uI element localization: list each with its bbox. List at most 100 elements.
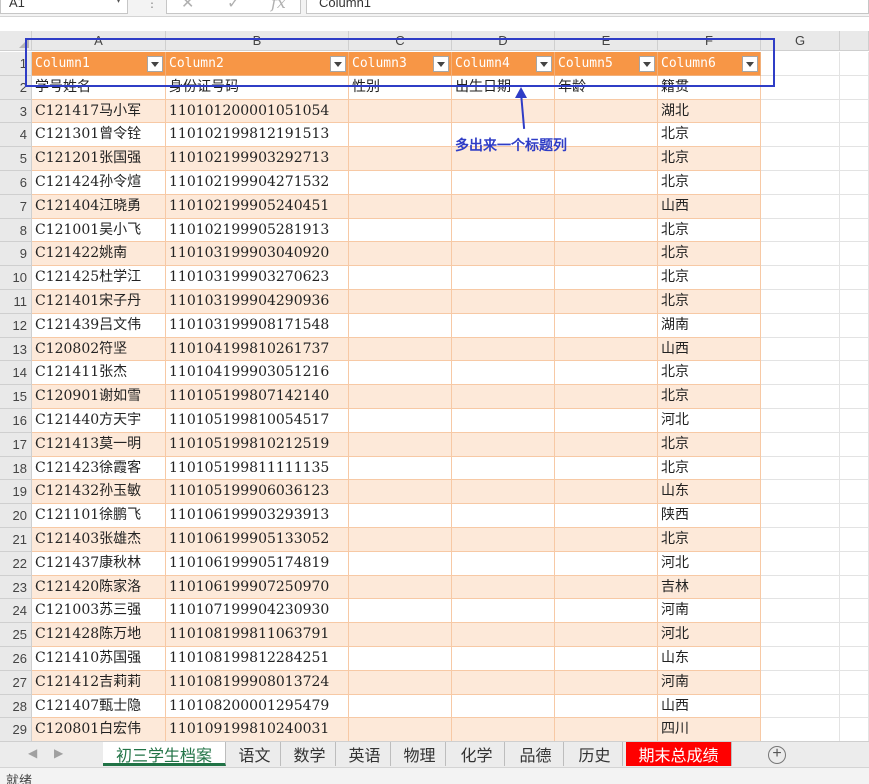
table-cell[interactable] — [761, 432, 840, 457]
table-cell[interactable] — [349, 409, 452, 433]
table-cell[interactable] — [555, 171, 658, 195]
table-cell[interactable] — [452, 670, 555, 695]
table-cell[interactable]: 110103199904290936 — [166, 290, 349, 314]
table-cell[interactable]: 山东 — [658, 647, 761, 671]
row-header[interactable]: 28 — [0, 694, 32, 719]
row-header[interactable]: 3 — [0, 99, 32, 124]
sheet-tab[interactable]: 数学 — [284, 742, 336, 766]
add-sheet-icon[interactable]: + — [768, 746, 786, 764]
row-header[interactable]: 8 — [0, 218, 32, 243]
table-cell[interactable] — [555, 290, 658, 314]
table-cell[interactable] — [555, 218, 658, 243]
row-header[interactable]: 9 — [0, 242, 32, 267]
table-cell[interactable] — [761, 218, 840, 243]
row-header[interactable]: 24 — [0, 599, 32, 624]
row-header[interactable]: 2 — [0, 75, 32, 100]
table-cell[interactable] — [452, 718, 555, 743]
table-cell[interactable] — [761, 694, 840, 719]
column-header-e[interactable]: E — [555, 31, 658, 51]
row-header[interactable]: 4 — [0, 123, 32, 148]
row-header[interactable]: 23 — [0, 575, 32, 600]
table-cell[interactable] — [452, 218, 555, 243]
table-cell[interactable]: C121437康秋林 — [32, 551, 166, 576]
table-cell[interactable] — [761, 647, 840, 671]
row-header[interactable]: 29 — [0, 718, 32, 743]
column-header-f[interactable]: F — [658, 31, 761, 51]
next-sheet-icon[interactable]: ▶ — [54, 746, 64, 760]
table-cell[interactable]: C121420陈家洛 — [32, 575, 166, 600]
table-cell[interactable]: 110109199810240031 — [166, 718, 349, 743]
table-cell[interactable]: 110106199907250970 — [166, 575, 349, 600]
table-cell[interactable] — [452, 623, 555, 647]
table-header-cell[interactable]: Column3 — [349, 52, 452, 76]
row-header[interactable]: 27 — [0, 670, 32, 695]
table-cell[interactable] — [761, 480, 840, 505]
table-cell[interactable] — [761, 313, 840, 338]
table-cell[interactable] — [349, 290, 452, 314]
table-cell[interactable]: 北京 — [658, 528, 761, 552]
table-cell[interactable] — [452, 313, 555, 338]
table-cell[interactable]: 北京 — [658, 147, 761, 171]
table-cell[interactable] — [555, 409, 658, 433]
table-cell[interactable]: 湖北 — [658, 99, 761, 124]
table-cell[interactable] — [452, 504, 555, 528]
row-header[interactable]: 6 — [0, 171, 32, 195]
table-cell[interactable] — [840, 123, 869, 148]
table-cell[interactable] — [761, 456, 840, 481]
table-cell[interactable]: C121401宋子丹 — [32, 290, 166, 314]
row-header[interactable]: 16 — [0, 409, 32, 433]
row-header[interactable]: 1 — [0, 52, 32, 76]
table-cell[interactable]: C121101徐鹏飞 — [32, 504, 166, 528]
table-cell[interactable] — [761, 718, 840, 743]
table-cell[interactable] — [840, 313, 869, 338]
table-cell[interactable]: 110105199810054517 — [166, 409, 349, 433]
table-cell[interactable]: 北京 — [658, 432, 761, 457]
name-box[interactable]: A1 ▾ — [0, 0, 128, 14]
filter-dropdown-icon[interactable] — [742, 56, 758, 72]
table-cell[interactable] — [840, 218, 869, 243]
table-cell[interactable] — [349, 313, 452, 338]
table-cell[interactable] — [555, 266, 658, 290]
table-cell[interactable]: 110108199812284251 — [166, 647, 349, 671]
table-cell[interactable] — [555, 313, 658, 338]
table-header-cell[interactable]: Column5 — [555, 52, 658, 76]
table-cell[interactable]: C121422姚南 — [32, 242, 166, 267]
table-cell[interactable]: C121411张杰 — [32, 361, 166, 386]
table-cell[interactable] — [840, 409, 869, 433]
table-cell[interactable]: C121425杜学江 — [32, 266, 166, 290]
table-cell[interactable] — [761, 599, 840, 624]
fx-icon[interactable]: fx — [271, 0, 286, 12]
table-cell[interactable] — [452, 194, 555, 219]
table-cell[interactable] — [840, 361, 869, 386]
table-cell[interactable] — [761, 171, 840, 195]
table-cell[interactable] — [452, 647, 555, 671]
table-cell[interactable]: 湖南 — [658, 313, 761, 338]
table-cell[interactable] — [555, 432, 658, 457]
table-cell[interactable]: C121301曾令铨 — [32, 123, 166, 148]
table-cell[interactable] — [349, 147, 452, 171]
sheet-tab[interactable]: 物理 — [394, 742, 446, 766]
table-cell[interactable] — [452, 432, 555, 457]
table-cell[interactable] — [349, 218, 452, 243]
table-cell[interactable] — [840, 670, 869, 695]
table-cell[interactable]: 北京 — [658, 290, 761, 314]
table-cell[interactable] — [761, 575, 840, 600]
table-cell[interactable] — [349, 480, 452, 505]
table-cell[interactable] — [840, 551, 869, 576]
table-cell[interactable]: 北京 — [658, 385, 761, 409]
table-cell[interactable] — [349, 551, 452, 576]
table-cell[interactable] — [349, 694, 452, 719]
table-cell[interactable] — [555, 504, 658, 528]
table-cell[interactable] — [555, 456, 658, 481]
table-cell[interactable] — [555, 528, 658, 552]
table-cell[interactable] — [349, 432, 452, 457]
table-cell[interactable] — [761, 147, 840, 171]
table-cell[interactable]: 110104199810261737 — [166, 337, 349, 362]
table-cell[interactable] — [761, 551, 840, 576]
formula-input[interactable]: Column1 — [306, 0, 869, 14]
table-cell[interactable] — [761, 670, 840, 695]
table-cell[interactable]: 河南 — [658, 599, 761, 624]
row-header[interactable]: 18 — [0, 456, 32, 481]
table-cell[interactable]: 110105199906036123 — [166, 480, 349, 505]
column-header-c[interactable]: C — [349, 31, 452, 51]
